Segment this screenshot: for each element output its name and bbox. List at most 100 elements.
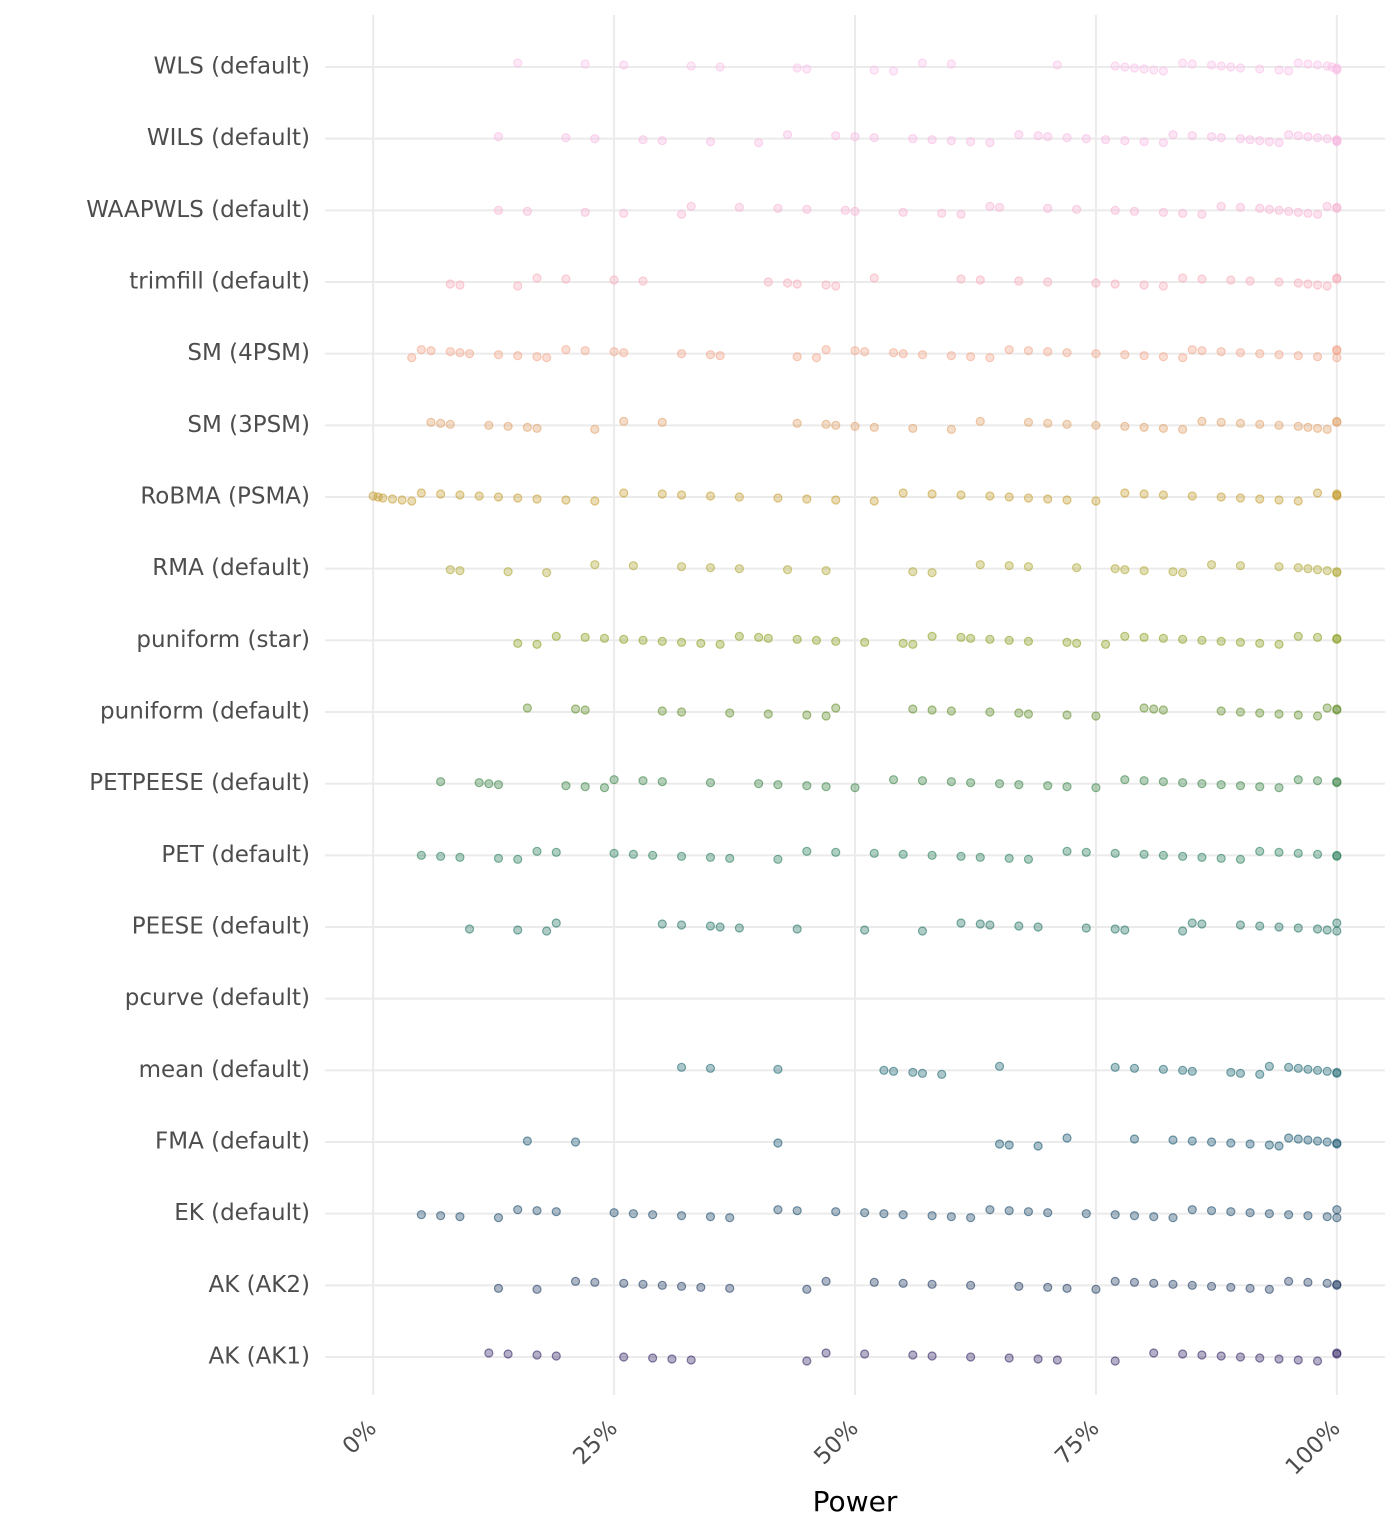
- point: [1091, 496, 1101, 506]
- point: [802, 846, 812, 856]
- point: [898, 207, 908, 217]
- point: [946, 59, 956, 69]
- point: [850, 132, 860, 142]
- point: [1043, 277, 1053, 287]
- point: [590, 560, 600, 570]
- point: [667, 1354, 677, 1364]
- point: [1091, 783, 1101, 793]
- point: [994, 202, 1005, 212]
- point: [821, 280, 831, 290]
- point: [503, 1349, 513, 1359]
- point: [1332, 65, 1342, 75]
- point: [927, 850, 937, 860]
- point: [1023, 417, 1034, 427]
- point: [1303, 59, 1313, 69]
- point: [1293, 923, 1303, 933]
- point: [513, 854, 523, 864]
- point: [493, 492, 504, 502]
- point: [696, 1282, 706, 1292]
- point: [1284, 1276, 1294, 1286]
- point: [1303, 279, 1313, 289]
- point: [956, 209, 966, 219]
- point: [1216, 133, 1226, 143]
- point: [1274, 639, 1284, 649]
- point: [493, 853, 504, 863]
- point: [821, 419, 831, 429]
- point: [532, 639, 542, 649]
- point: [1158, 850, 1168, 860]
- point: [1312, 632, 1323, 642]
- point: [1197, 852, 1207, 862]
- point: [937, 1069, 947, 1079]
- point: [1158, 66, 1168, 76]
- point: [994, 1061, 1005, 1071]
- point: [657, 919, 667, 929]
- point: [888, 66, 899, 76]
- point: [782, 278, 793, 288]
- point: [619, 208, 629, 218]
- point: [792, 634, 802, 644]
- point: [927, 489, 937, 499]
- x-tick-label: 75%: [1050, 1415, 1105, 1470]
- point: [590, 1277, 600, 1287]
- point: [1004, 492, 1014, 502]
- point: [1332, 705, 1342, 715]
- point: [966, 1280, 976, 1290]
- point: [513, 925, 523, 935]
- point: [869, 273, 879, 283]
- point: [609, 1208, 619, 1218]
- point: [1139, 64, 1149, 74]
- point: [1216, 706, 1226, 716]
- point: [1255, 203, 1265, 213]
- point: [1014, 921, 1024, 931]
- point: [754, 779, 764, 789]
- point: [1139, 422, 1149, 432]
- point: [676, 1281, 687, 1291]
- point: [1004, 635, 1014, 645]
- point: [1322, 281, 1332, 291]
- point: [570, 1137, 581, 1147]
- point: [493, 780, 504, 790]
- point: [1303, 208, 1313, 218]
- point: [715, 922, 725, 932]
- point: [782, 565, 793, 575]
- point: [1332, 417, 1342, 427]
- point: [802, 781, 812, 791]
- point: [1062, 637, 1072, 647]
- point: [1332, 203, 1342, 213]
- point: [1072, 204, 1082, 214]
- point: [1023, 493, 1034, 503]
- point: [1110, 1062, 1120, 1072]
- point: [946, 424, 956, 434]
- point: [1293, 278, 1303, 288]
- point: [773, 780, 783, 790]
- point: [513, 58, 523, 68]
- point: [1255, 782, 1265, 792]
- x-tick-label: 25%: [568, 1415, 623, 1470]
- point: [522, 1136, 532, 1146]
- point: [1235, 134, 1246, 144]
- point: [1187, 1136, 1197, 1146]
- point: [773, 493, 783, 503]
- point: [821, 711, 831, 721]
- point: [532, 846, 542, 856]
- point: [455, 280, 465, 290]
- point: [860, 347, 870, 357]
- point: [436, 418, 446, 428]
- point: [1274, 922, 1284, 932]
- point: [628, 561, 638, 571]
- point: [705, 852, 716, 862]
- point: [1158, 777, 1168, 787]
- point: [1120, 421, 1130, 431]
- point: [1129, 63, 1140, 73]
- point: [532, 1350, 542, 1360]
- point: [956, 274, 966, 284]
- point: [1226, 1207, 1236, 1217]
- point: [1178, 1065, 1188, 1075]
- point: [551, 1351, 561, 1361]
- point: [715, 351, 725, 361]
- point: [927, 1211, 937, 1221]
- point: [609, 275, 619, 285]
- point: [1245, 135, 1255, 145]
- point: [1226, 1282, 1236, 1292]
